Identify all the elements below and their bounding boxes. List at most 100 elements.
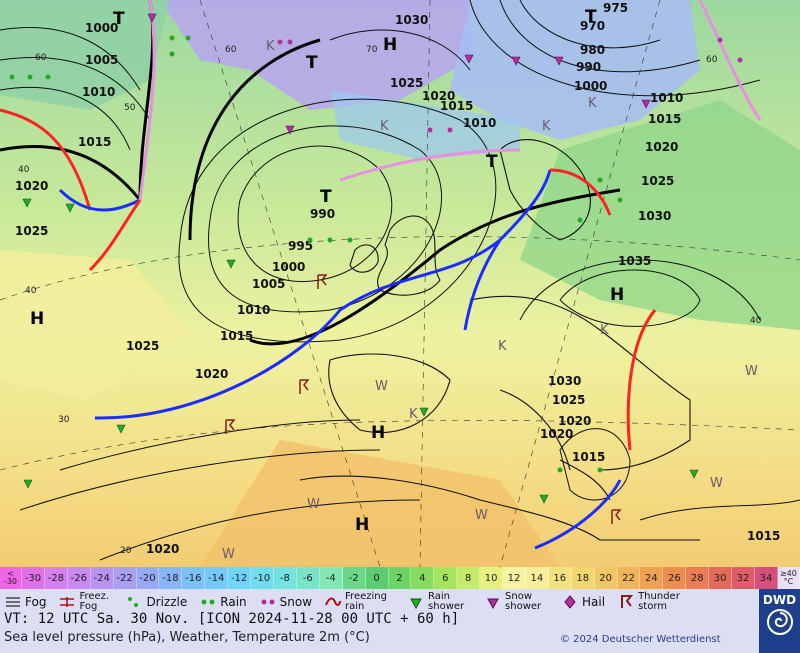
snow-shower-triangles <box>147 13 651 135</box>
isobar-label: 1000 <box>85 21 118 35</box>
legend-rain-shower: Rain shower <box>407 592 472 612</box>
legend-fog: Fog <box>4 594 46 610</box>
cold-front-west <box>58 188 141 212</box>
green-east <box>520 100 800 330</box>
isobar-label: 990 <box>310 207 335 221</box>
scale-cell: 10 <box>480 567 504 589</box>
scale-cell: -24 <box>90 567 114 589</box>
legend-rain: Rain <box>199 594 247 610</box>
scale-right-end: ≥40 °C <box>777 567 800 589</box>
warm-air-label: W <box>745 364 758 379</box>
cold-air-label: K <box>266 39 275 54</box>
cold-air-label: K <box>498 339 507 354</box>
legend-label: Snow <box>279 595 313 609</box>
warm-air-label: W <box>475 508 488 523</box>
pressure-labels: 1000 1005 1010 1015 1020 1025 1030 975 9… <box>15 1 780 556</box>
high-center: H <box>371 423 385 443</box>
legend-snow-shower: Snow shower <box>484 592 549 612</box>
isobar-label: 995 <box>288 239 313 253</box>
isobar-label: 1030 <box>638 209 671 223</box>
warm-front-west <box>0 108 92 211</box>
scale-cell: 24 <box>640 567 664 589</box>
cold-air-label: K <box>542 119 551 134</box>
legend-label: Freez. Fog <box>79 591 110 612</box>
isobar-label: 1015 <box>747 529 780 543</box>
warm-air-label: W <box>222 547 235 562</box>
high-center: H <box>355 515 369 535</box>
freezing-rain-icon <box>324 594 342 610</box>
scale-cell: -30 <box>22 567 45 589</box>
isobar-label: 1020 <box>645 140 678 154</box>
temp-label: 20 <box>120 546 132 556</box>
temp-label: 40 <box>750 316 762 326</box>
logo-text: DWD <box>762 593 797 607</box>
warm-front-east <box>549 168 612 216</box>
rain-shower-icon <box>407 594 425 610</box>
isobar-label: 1020 <box>422 89 455 103</box>
snow-icon <box>259 594 277 610</box>
isobar-label: 1020 <box>540 427 573 441</box>
thick-isobars <box>0 0 621 346</box>
cold-air-label: K <box>409 407 418 422</box>
legend-freezing-fog: Freez. Fog <box>58 592 113 612</box>
isobar-label: 1015 <box>78 135 111 149</box>
low-center: T <box>585 7 597 27</box>
occlusion-atlantic <box>138 0 156 201</box>
high-center: H <box>610 285 624 305</box>
cold-pool-scandinavia <box>450 0 700 140</box>
isobar-label: 975 <box>603 1 628 15</box>
warm-africa <box>200 440 560 567</box>
legend-hail: Hail <box>561 594 605 610</box>
legend-label: Rain <box>220 595 247 609</box>
scale-cell: -16 <box>182 567 206 589</box>
weather-symbols <box>9 13 743 524</box>
yellow-atlantic <box>0 250 190 400</box>
isobar-label: 1020 <box>15 179 48 193</box>
scale-cell: -12 <box>228 567 252 589</box>
legend-label: Hail <box>582 595 606 609</box>
isobar-label: 1010 <box>650 91 683 105</box>
isobar-label: 990 <box>576 60 601 74</box>
scale-cell: -10 <box>251 567 274 589</box>
scale-cell: 2 <box>388 567 412 589</box>
isobar-label: 1010 <box>237 303 270 317</box>
scale-cell: 14 <box>525 567 549 589</box>
low-center: T <box>113 9 125 29</box>
high-center: H <box>30 309 44 329</box>
temp-label: 30 <box>58 415 70 425</box>
cold-air-label: K <box>380 119 389 134</box>
thunderstorm-symbols <box>225 274 622 524</box>
warm-air-label: W <box>307 497 320 512</box>
temp-label: 60 <box>225 45 237 55</box>
scale-cell: 18 <box>571 567 595 589</box>
cold-front-branch <box>463 239 502 331</box>
low-center: T <box>486 152 498 172</box>
rain-dots <box>9 35 623 473</box>
temperature-color-scale: < -30 -30 -28 -26 -24 -22 -20 -18 -16 -14 -12 -10-… <box>0 567 800 589</box>
isobar-label: 1025 <box>552 393 585 407</box>
scale-cell: -22 <box>113 567 137 589</box>
legend-panel: Fog Freez. Fog Drizzle Rain Snow Freezin… <box>0 589 800 653</box>
isobar-label: 1000 <box>272 260 305 274</box>
isobar-label: 970 <box>580 19 605 33</box>
isobar-label: 980 <box>580 43 605 57</box>
valid-time: VT: 12 UTC Sa. 30 Nov. [ICON 2024-11-28 … <box>4 611 460 627</box>
legend-row: Fog Freez. Fog Drizzle Rain Snow Freezin… <box>4 591 700 613</box>
scale-cell: -4 <box>319 567 343 589</box>
temp-label: 40 <box>25 286 37 296</box>
legend-snow: Snow <box>259 594 312 610</box>
scale-cell: -8 <box>273 567 297 589</box>
scale-cell: 8 <box>457 567 481 589</box>
isobar-label: 1000 <box>574 79 607 93</box>
graticule <box>0 0 800 567</box>
low-center: T <box>306 53 318 73</box>
isobar-label: 1015 <box>572 450 605 464</box>
warm-front-balkan <box>626 309 657 451</box>
warm-air-label: W <box>375 379 388 394</box>
green-northwest <box>0 0 170 110</box>
scale-cell: 16 <box>548 567 572 589</box>
high-center: H <box>383 35 397 55</box>
scale-cell: 30 <box>709 567 733 589</box>
scale-cell: -2 <box>342 567 366 589</box>
isobar-label: 1030 <box>395 13 428 27</box>
